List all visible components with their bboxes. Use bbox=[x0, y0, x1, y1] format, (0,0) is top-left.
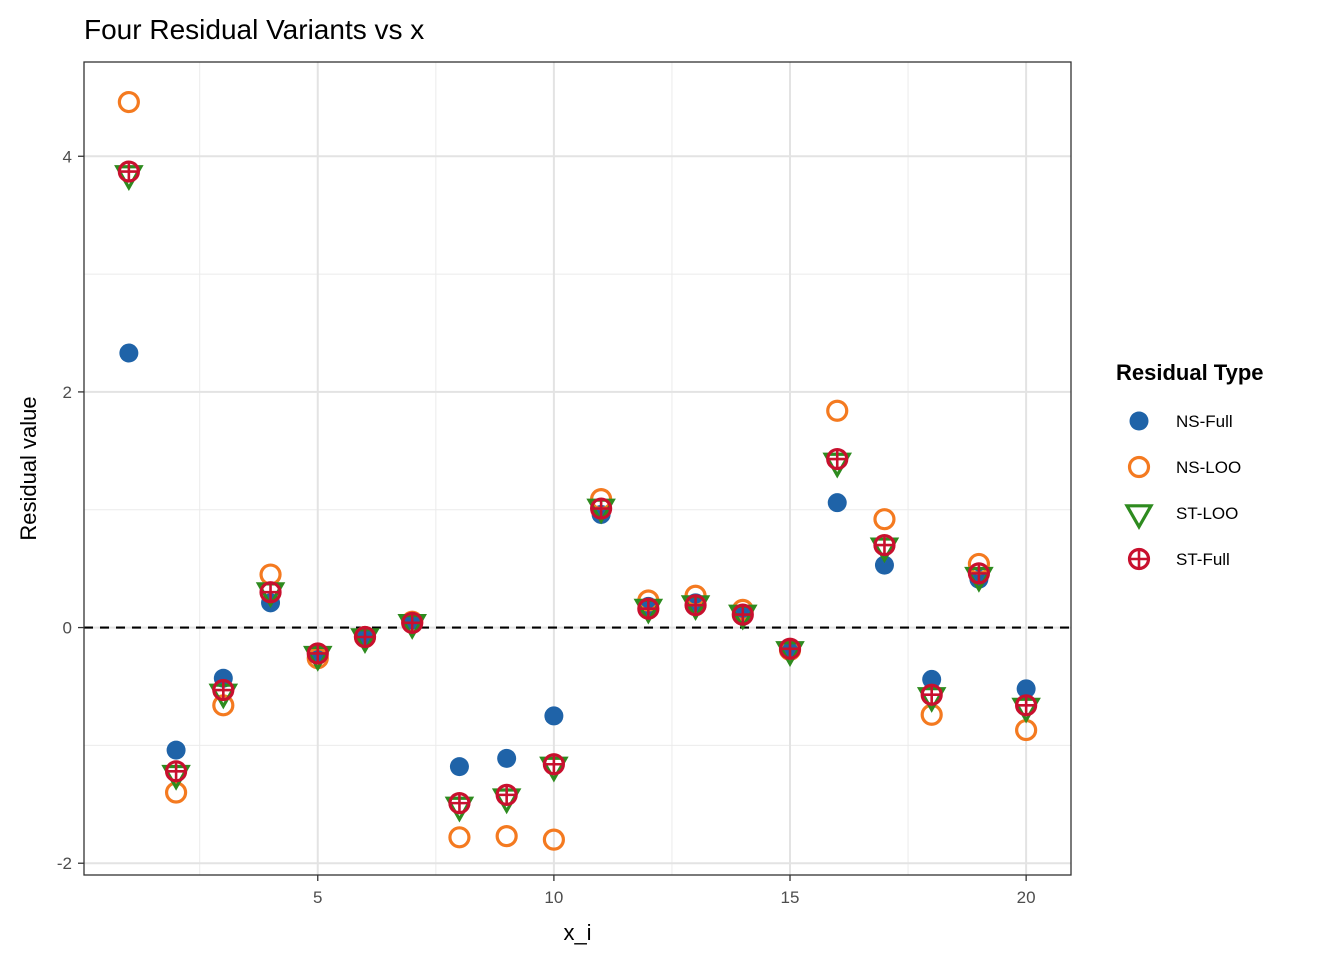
point-st-full bbox=[306, 642, 329, 665]
point-st-full bbox=[448, 792, 471, 815]
point-ns-loo bbox=[448, 826, 471, 849]
point-st-full bbox=[684, 594, 707, 617]
legend-key-st-full bbox=[1127, 547, 1151, 571]
point-ns-loo bbox=[117, 90, 140, 114]
x-tick-label: 20 bbox=[1017, 888, 1036, 907]
point-ns-loo bbox=[826, 399, 849, 422]
point-st-full bbox=[920, 683, 943, 706]
point-st-full bbox=[778, 637, 802, 660]
y-tick-label: 4 bbox=[63, 147, 72, 166]
legend-key-ns-full bbox=[1129, 411, 1149, 431]
legend-key-ns-loo bbox=[1127, 455, 1151, 479]
legend-item-st-loo: ST-LOO bbox=[1124, 504, 1238, 531]
point-st-full bbox=[542, 753, 565, 776]
legend: Residual Type NS-Full NS-LOO ST-LOO ST-Full bbox=[1116, 360, 1264, 571]
point-st-full bbox=[1015, 694, 1038, 717]
point-ns-full bbox=[449, 757, 469, 777]
x-axis-title: x_i bbox=[563, 920, 591, 945]
point-ns-loo bbox=[495, 825, 518, 848]
point-st-full bbox=[117, 160, 140, 183]
point-ns-full bbox=[166, 740, 186, 760]
point-st-full bbox=[731, 603, 754, 626]
point-st-full bbox=[259, 581, 282, 604]
point-ns-full bbox=[497, 748, 517, 768]
legend-label: NS-LOO bbox=[1176, 458, 1241, 477]
point-ns-loo bbox=[873, 508, 896, 531]
point-st-full bbox=[590, 497, 613, 520]
chart-title: Four Residual Variants vs x bbox=[84, 14, 424, 45]
x-axis: 5 10 15 20 bbox=[313, 875, 1036, 907]
point-st-full bbox=[212, 678, 235, 702]
plot-panel bbox=[83, 61, 1072, 876]
point-st-full bbox=[164, 760, 188, 783]
point-ns-full bbox=[119, 343, 139, 363]
point-st-full bbox=[637, 597, 660, 620]
x-tick-label: 15 bbox=[781, 888, 800, 907]
point-st-full bbox=[967, 562, 991, 585]
x-tick-label: 5 bbox=[313, 888, 322, 907]
legend-item-ns-loo: NS-LOO bbox=[1127, 455, 1241, 479]
y-axis-title: Residual value bbox=[16, 396, 41, 540]
minor-gridlines bbox=[84, 62, 1071, 875]
y-tick-label: -2 bbox=[57, 854, 72, 873]
legend-item-st-full: ST-Full bbox=[1127, 547, 1230, 571]
legend-label: ST-Full bbox=[1176, 550, 1230, 569]
point-st-full bbox=[495, 783, 518, 806]
point-ns-full bbox=[874, 555, 894, 575]
point-st-full bbox=[353, 625, 377, 649]
legend-label: ST-LOO bbox=[1176, 504, 1238, 523]
y-tick-label: 2 bbox=[63, 383, 72, 402]
point-ns-loo bbox=[542, 828, 565, 851]
point-st-full bbox=[826, 447, 849, 471]
point-ns-loo bbox=[164, 781, 188, 804]
legend-title: Residual Type bbox=[1116, 360, 1264, 385]
legend-label: NS-Full bbox=[1176, 412, 1233, 431]
series-st-full bbox=[117, 160, 1038, 815]
legend-key-st-loo bbox=[1124, 504, 1154, 531]
y-tick-label: 0 bbox=[63, 619, 72, 638]
point-ns-full bbox=[544, 706, 564, 726]
point-ns-full bbox=[922, 669, 942, 689]
point-ns-full bbox=[1016, 679, 1036, 699]
point-ns-full bbox=[827, 493, 847, 513]
data-points bbox=[114, 90, 1041, 851]
point-st-full bbox=[401, 611, 424, 634]
x-tick-label: 10 bbox=[544, 888, 563, 907]
y-axis: -2 0 2 4 bbox=[57, 147, 84, 873]
legend-item-ns-full: NS-Full bbox=[1129, 411, 1233, 431]
point-st-full bbox=[873, 533, 896, 557]
